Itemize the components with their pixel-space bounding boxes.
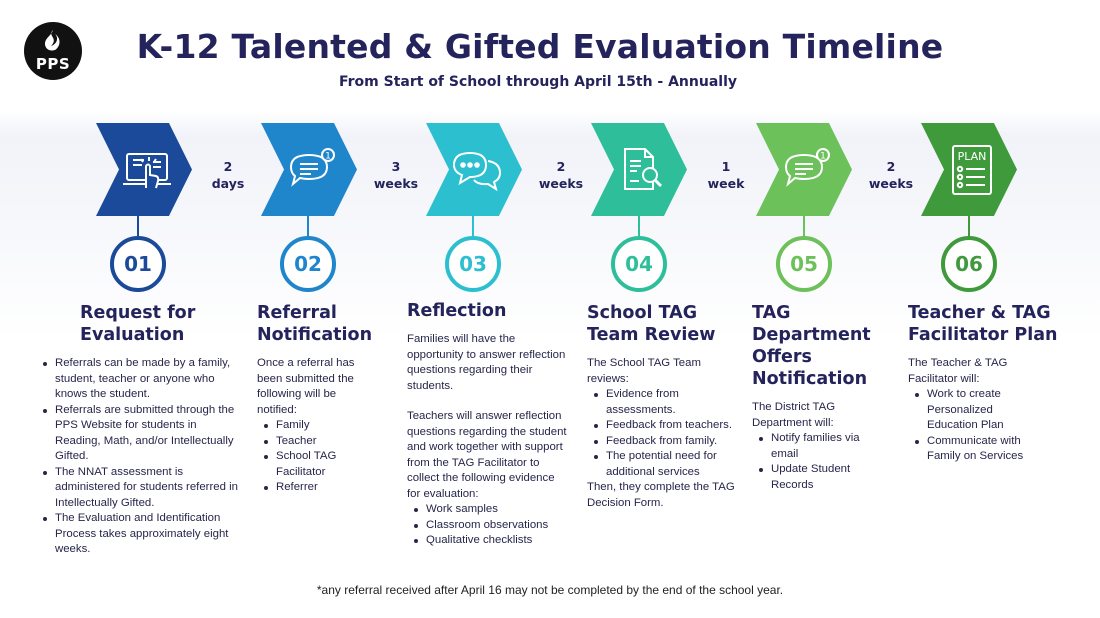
list-item: Work to create Personalized Education Pl… [912, 387, 1042, 434]
flame-icon [45, 30, 60, 51]
list-item: Work samples [411, 502, 567, 518]
list-item: Family [261, 418, 377, 434]
list-item: Feedback from teachers. [591, 418, 737, 434]
step-3-bullets: Work samples Classroom observations Qual… [411, 502, 567, 549]
duration-2: 3 weeks [373, 159, 419, 191]
step-4-intro: The School TAG Team reviews: [587, 357, 701, 385]
step-6-chevron: PLAN [921, 123, 1017, 216]
step-2-title: Referral Notification [257, 303, 373, 345]
svg-text:1: 1 [325, 151, 331, 161]
list-item: Referrals can be made by a family, stude… [40, 356, 240, 403]
list-item: Communicate with Family on Services [912, 434, 1042, 465]
step-3-intro-2: Teachers will answer reflection question… [407, 410, 567, 500]
hand-tap-screen-icon [123, 152, 171, 188]
step-1-bullets: Referrals can be made by a family, stude… [40, 356, 240, 558]
connector-6 [968, 215, 970, 237]
duration-1: 2 days [211, 159, 245, 191]
step-5-title: TAG Department Offers Notification [752, 303, 871, 389]
step-number-3: 03 [445, 236, 501, 292]
duration-4: 1 week [707, 159, 745, 191]
document-search-icon [624, 147, 663, 190]
step-4-details: School TAG Team Review The School TAG Te… [587, 302, 737, 511]
list-item: Update Student Records [756, 462, 882, 493]
step-5-intro: The District TAG Department will: [752, 401, 836, 429]
connector-2 [307, 215, 309, 237]
step-1-title: Request for Evaluation [80, 303, 196, 345]
page-title: K-12 Talented & Gifted Evaluation Timeli… [136, 27, 944, 66]
list-item: Feedback from family. [591, 434, 737, 450]
connector-3 [472, 215, 474, 237]
step-number-5: 05 [776, 236, 832, 292]
logo-text: PPS [35, 55, 71, 73]
list-item: The Evaluation and Identification Proces… [40, 511, 240, 558]
step-number-1: 01 [110, 236, 166, 292]
step-1-chevron [96, 123, 192, 216]
chat-notification-icon: 1 [289, 147, 335, 187]
step-6-intro: The Teacher & TAG Facilitator will: [908, 357, 1008, 385]
list-item: Referrer [261, 480, 377, 496]
svg-text:PLAN: PLAN [958, 150, 987, 163]
list-item: Evidence from assessments. [591, 387, 737, 418]
step-number-2: 02 [280, 236, 336, 292]
connector-1 [137, 215, 139, 237]
connector-4 [638, 215, 640, 237]
chat-notification-icon: 1 [784, 147, 830, 187]
step-5-bullets: Notify families via email Update Student… [756, 431, 882, 493]
plan-checklist-icon: PLAN [952, 144, 992, 195]
step-2-intro: Once a referral has been submitted the f… [257, 357, 355, 416]
list-item: Classroom observations [411, 518, 567, 534]
list-item: Teacher [261, 434, 377, 450]
chat-bubbles-icon [452, 151, 502, 191]
step-4-chevron [591, 123, 687, 216]
footnote: *any referral received after April 16 ma… [316, 583, 784, 597]
step-6-bullets: Work to create Personalized Education Pl… [912, 387, 1042, 465]
step-2-chevron: 1 [261, 123, 357, 216]
step-number-4: 04 [611, 236, 667, 292]
step-3-chevron [426, 123, 522, 216]
step-2-details: Referral Notification Once a referral ha… [257, 302, 377, 496]
step-4-title: School TAG Team Review [587, 303, 716, 345]
list-item: The NNAT assessment is administered for … [40, 465, 240, 512]
list-item: Notify families via email [756, 431, 882, 462]
step-3-title: Reflection [407, 301, 507, 321]
step-5-chevron: 1 [756, 123, 852, 216]
step-number-6: 06 [941, 236, 997, 292]
step-2-bullets: Family Teacher School TAG Facilitator Re… [261, 418, 377, 496]
step-3-details: Reflection Families will have the opport… [407, 300, 567, 549]
svg-text:1: 1 [820, 151, 826, 161]
step-5-details: TAG Department Offers Notification The D… [752, 302, 882, 493]
step-6-details: Teacher & TAG Facilitator Plan The Teach… [908, 302, 1058, 465]
list-item: Referrals are submitted through the PPS … [40, 403, 240, 465]
page-subtitle: From Start of School through April 15th … [338, 74, 738, 90]
duration-3: 2 weeks [538, 159, 584, 191]
list-item: Qualitative checklists [411, 533, 567, 549]
step-4-outro: Then, they complete the TAG Decision For… [587, 481, 735, 509]
step-4-bullets: Evidence from assessments. Feedback from… [591, 387, 737, 480]
step-6-title: Teacher & TAG Facilitator Plan [908, 303, 1058, 345]
list-item: School TAG Facilitator [261, 449, 377, 480]
duration-5: 2 weeks [868, 159, 914, 191]
connector-5 [803, 215, 805, 237]
list-item: The potential need for additional servic… [591, 449, 737, 480]
step-1-details: Request for Evaluation Referrals can be … [40, 302, 240, 558]
step-3-intro: Families will have the opportunity to an… [407, 333, 566, 392]
pps-logo: PPS [24, 22, 82, 80]
